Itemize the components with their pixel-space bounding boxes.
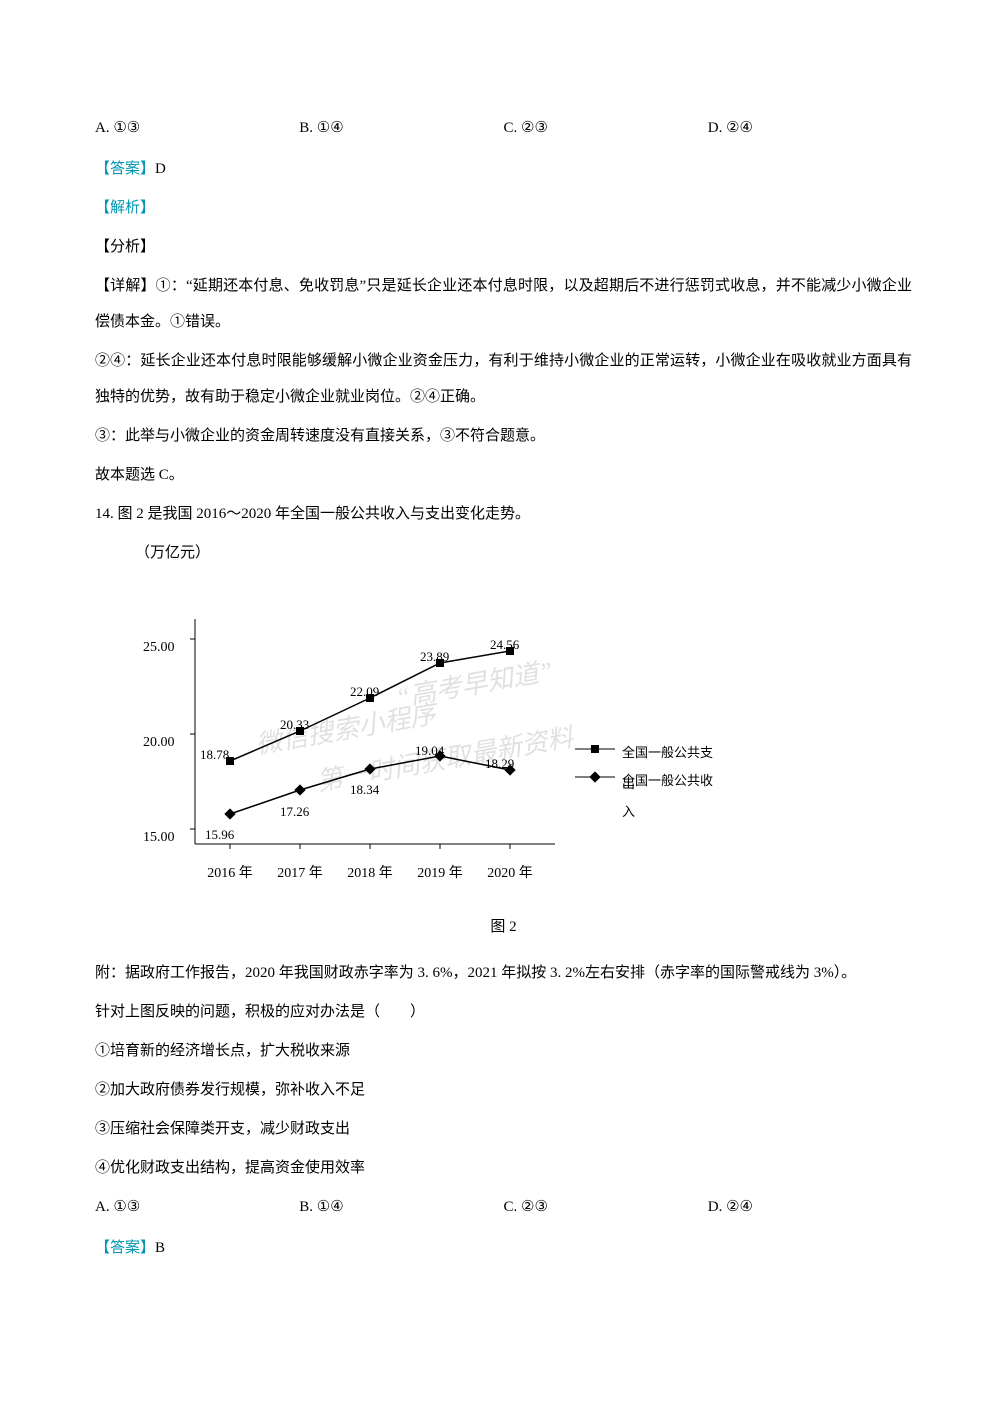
pt-exp-0: 18.78 <box>200 739 229 770</box>
q14-answer-line: 【答案】B <box>95 1230 912 1266</box>
legend-rev-text: 全国一般公共收入 <box>622 773 713 819</box>
q14-options: A. ①③ B. ①④ C. ②③ D. ②④ <box>95 1189 912 1225</box>
q14-question: 针对上图反映的问题，积极的应对办法是（ ） <box>95 994 912 1030</box>
answer-label-2: 【答案】 <box>95 1240 155 1256</box>
q14-option-d: D. ②④ <box>708 1189 912 1225</box>
q1-fenxi: 【分析】 <box>95 229 912 265</box>
answer-label: 【答案】 <box>95 161 155 177</box>
q14-intro: 14. 图 2 是我国 2016～2020 年全国一般公共收入与支出变化走势。 <box>95 496 912 532</box>
q1-answer-line: 【答案】D <box>95 151 912 187</box>
pt-exp-1: 20.33 <box>280 709 309 740</box>
q1-detail-1: ①：“延期还本付息、免收罚息”只是延长企业还本付息时限，以及超期后不进行惩罚式收… <box>95 278 912 330</box>
jiexi-label: 【解析】 <box>95 200 155 216</box>
chart-container: 微信搜索小程序 “高考早知道” 第一时间获取最新资料 <box>135 589 715 899</box>
q1-option-b: B. ①④ <box>299 110 503 146</box>
q14-opt2: ②加大政府债券发行规模，弥补收入不足 <box>95 1072 912 1108</box>
q1-jiexi: 【解析】 <box>95 190 912 226</box>
detail-label: 【详解】 <box>95 278 156 294</box>
pt-rev-1: 17.26 <box>280 796 309 827</box>
q14-option-a: A. ①③ <box>95 1189 299 1225</box>
y-unit-label: （万亿元） <box>135 535 912 571</box>
q1-option-d: D. ②④ <box>708 110 912 146</box>
y-tick-20: 20.00 <box>143 726 175 760</box>
pt-rev-3: 19.04 <box>415 735 444 766</box>
q1-option-a: A. ①③ <box>95 110 299 146</box>
fenxi-label: 【分析】 <box>95 239 155 255</box>
x-2020: 2020 年 <box>475 857 545 891</box>
pt-exp-3: 23.89 <box>420 641 449 672</box>
q14-answer-value: B <box>155 1240 165 1256</box>
x-2017: 2017 年 <box>265 857 335 891</box>
y-tick-15: 15.00 <box>143 821 175 855</box>
q14-opt1: ①培育新的经济增长点，扩大税收来源 <box>95 1033 912 1069</box>
q1-conclusion: 故本题选 C。 <box>95 457 912 493</box>
pt-rev-4: 18.29 <box>485 748 514 779</box>
x-2016: 2016 年 <box>195 857 265 891</box>
q14-opt4: ④优化财政支出结构，提高资金使用效率 <box>95 1150 912 1186</box>
y-tick-25: 25.00 <box>143 631 175 665</box>
q1-detail-3: ③：此举与小微企业的资金周转速度没有直接关系，③不符合题意。 <box>95 418 912 454</box>
figure-caption: 图 2 <box>95 909 912 945</box>
pt-rev-0: 15.96 <box>205 819 234 850</box>
x-2019: 2019 年 <box>405 857 475 891</box>
pt-exp-4: 24.56 <box>490 629 519 660</box>
chart-y-unit: （万亿元） <box>135 545 210 561</box>
q14-opt3: ③压缩社会保障类开支，减少财政支出 <box>95 1111 912 1147</box>
q14-option-b: B. ①④ <box>299 1189 503 1225</box>
q1-options: A. ①③ B. ①④ C. ②③ D. ②④ <box>95 110 912 146</box>
pt-exp-2: 22.09 <box>350 676 379 707</box>
q1-detail-2: ②④：延长企业还本付息时限能够缓解小微企业资金压力，有利于维持小微企业的正常运转… <box>95 343 912 415</box>
q14-note: 附：据政府工作报告，2020 年我国财政赤字率为 3. 6%，2021 年拟按 … <box>95 955 912 991</box>
legend-revenue: 全国一般公共收入 <box>622 765 715 827</box>
q1-option-c: C. ②③ <box>504 110 708 146</box>
q14-option-c: C. ②③ <box>504 1189 708 1225</box>
q1-answer-value: D <box>155 161 166 177</box>
x-2018: 2018 年 <box>335 857 405 891</box>
q1-detail-1-wrap: 【详解】①：“延期还本付息、免收罚息”只是延长企业还本付息时限，以及超期后不进行… <box>95 268 912 340</box>
x-axis-labels: 2016 年 2017 年 2018 年 2019 年 2020 年 <box>195 857 545 891</box>
pt-rev-2: 18.34 <box>350 774 379 805</box>
